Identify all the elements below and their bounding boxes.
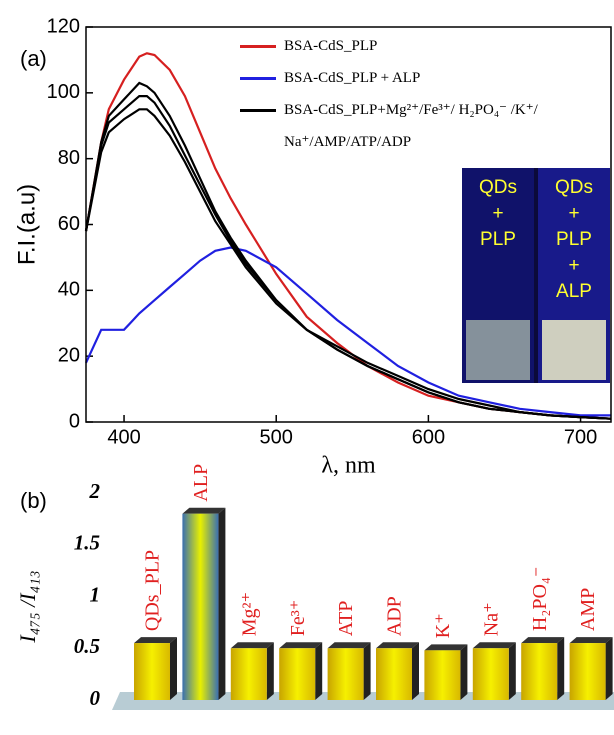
- bar-label: Fe³⁺: [287, 600, 309, 637]
- y-tick-label: 2: [89, 479, 101, 503]
- bar-label: ATP: [335, 601, 357, 637]
- x-axis-label: λ, nm: [321, 453, 376, 479]
- bar-label: ADP: [384, 596, 406, 636]
- bar-side: [508, 642, 516, 700]
- bar-label: Mg²⁺: [238, 592, 260, 636]
- bar: [327, 648, 364, 700]
- bar-side: [557, 637, 565, 700]
- y-tick-label: 0: [90, 686, 101, 710]
- bar: [521, 643, 558, 700]
- legend-label: BSA-CdS_PLP+Mg²⁺/Fe³⁺/ H₂PO₄⁻ /K⁺/ Na⁺/A…: [284, 102, 538, 150]
- bar: [376, 648, 412, 700]
- y-tick-label: 1.5: [74, 531, 100, 555]
- panel-label: (a): [20, 46, 47, 71]
- inset-label: +: [568, 203, 579, 224]
- legend-entry: BSA-CdS_PLP: [240, 30, 600, 62]
- bar-top: [521, 637, 565, 644]
- bar-side: [605, 637, 613, 700]
- legend-label: BSA-CdS_PLP: [284, 38, 378, 54]
- y-axis-label: I₄₇₅ /I₄₁₃: [15, 570, 40, 643]
- vial-liquid: [542, 320, 606, 380]
- vial-liquid: [466, 320, 530, 380]
- bar-label: QDs_PLP: [142, 550, 164, 631]
- legend-entry: BSA-CdS_PLP + ALP: [240, 62, 600, 94]
- bar-top: [569, 637, 613, 644]
- bar: [472, 648, 509, 700]
- y-tick-label: 80: [58, 147, 80, 169]
- bar-top: [134, 637, 177, 644]
- legend-entry: BSA-CdS_PLP+Mg²⁺/Fe³⁺/ H₂PO₄⁻ /K⁺/ Na⁺/A…: [240, 94, 600, 158]
- inset-label: PLP: [556, 229, 592, 250]
- bar-top: [182, 507, 226, 514]
- x-tick-label: 400: [107, 426, 140, 448]
- y-tick-label: 60: [58, 213, 80, 235]
- bar-label: H₂PO₄⁻: [529, 567, 551, 632]
- bar-top: [327, 642, 371, 649]
- bar: [569, 643, 606, 700]
- plot-frame: [85, 26, 612, 423]
- bar-side: [460, 644, 468, 700]
- bar-label: K⁺: [432, 613, 454, 638]
- legend-swatch: [240, 45, 276, 48]
- bar: [182, 513, 219, 700]
- bar-label: AMP: [577, 588, 599, 631]
- bar-label: ALP: [190, 464, 212, 502]
- x-tick-label: 700: [564, 426, 597, 448]
- y-tick-label: 40: [58, 279, 80, 301]
- bar-side: [315, 642, 323, 700]
- inset-label: QDs: [479, 177, 517, 198]
- y-axis-label: F.I.(a.u): [13, 184, 40, 265]
- legend-label: BSA-CdS_PLP + ALP: [284, 70, 421, 86]
- legend-swatch: [240, 77, 276, 80]
- data-line: [84, 95, 612, 420]
- bar-top: [424, 644, 468, 651]
- data-line: [85, 246, 611, 417]
- bar-top: [279, 642, 323, 649]
- y-tick-label: 100: [47, 81, 80, 103]
- y-tick-label: 0: [69, 410, 80, 432]
- y-tick-label: 120: [47, 15, 80, 37]
- data-line: [84, 108, 612, 420]
- inset-label: PLP: [480, 229, 516, 250]
- x-tick-label: 600: [412, 426, 445, 448]
- panel-label: (b): [20, 488, 47, 513]
- y-tick-label: 0.5: [74, 634, 100, 658]
- bar: [279, 648, 316, 700]
- bar: [424, 650, 461, 700]
- bar-label: Na⁺: [480, 602, 502, 636]
- y-tick-label: 1: [90, 582, 101, 606]
- inset-label: ALP: [556, 281, 592, 302]
- y-tick-label: 20: [58, 344, 80, 366]
- inset-label: +: [568, 255, 579, 276]
- bar-side: [266, 642, 274, 700]
- inset-label: +: [492, 203, 503, 224]
- bar-side: [170, 637, 177, 700]
- bar-top: [230, 642, 274, 649]
- bar: [230, 648, 267, 700]
- legend-swatch: [240, 109, 276, 112]
- bar-side: [363, 642, 371, 700]
- bar: [134, 643, 170, 700]
- bar-top: [472, 642, 516, 649]
- bar-top: [376, 642, 419, 649]
- bar-side: [412, 642, 419, 700]
- inset-label: QDs: [555, 177, 593, 198]
- bar-side: [218, 507, 226, 700]
- x-tick-label: 500: [260, 426, 293, 448]
